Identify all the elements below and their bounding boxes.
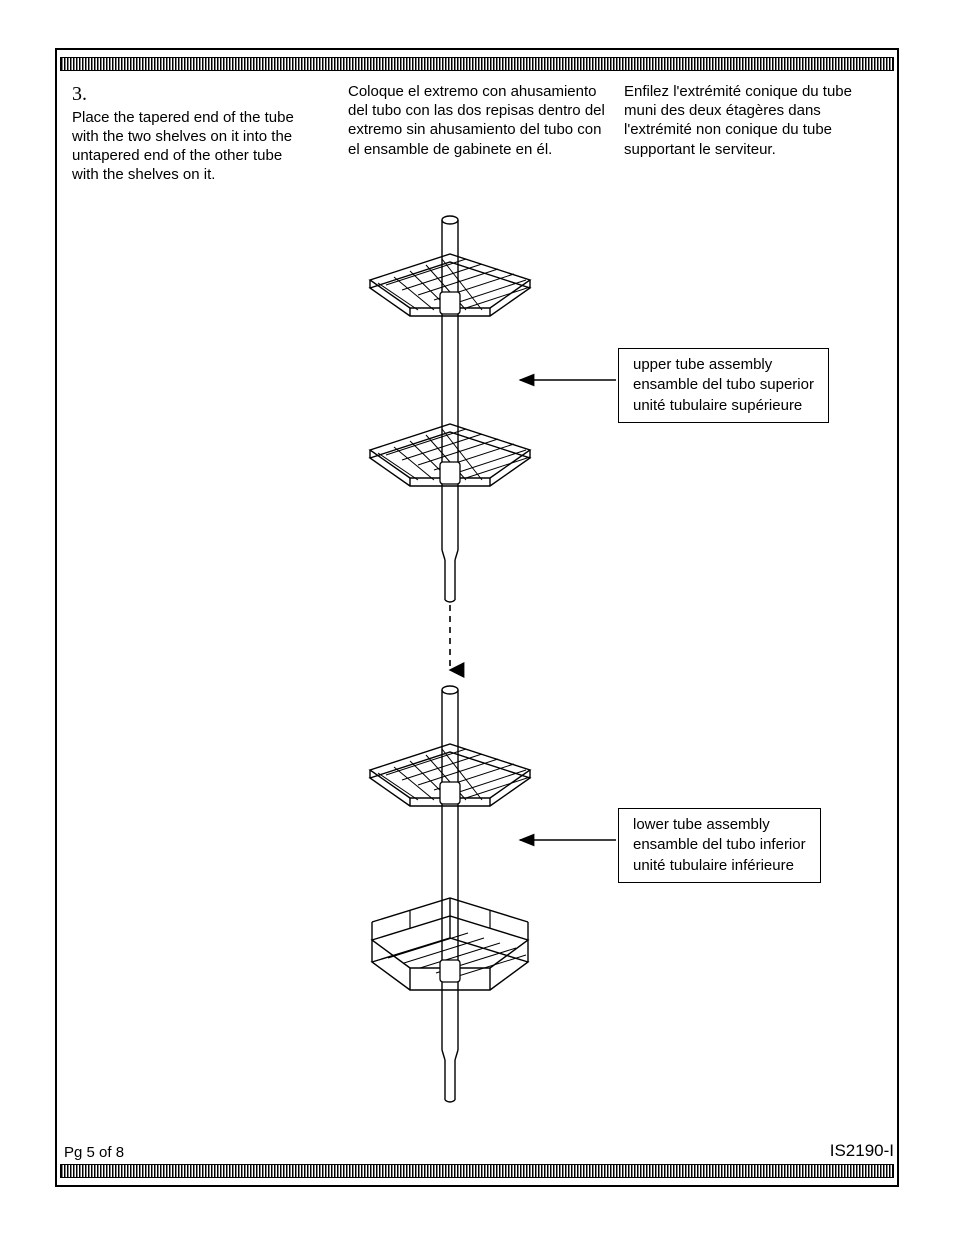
callout-lower-en: lower tube assembly <box>633 815 806 835</box>
instruction-text-es: Coloque el extremo con ahusamiento del t… <box>348 83 605 158</box>
callout-upper-fr: unité tubulaire supérieure <box>633 396 814 416</box>
instruction-english: 3. Place the tapered end of the tube wit… <box>72 82 330 184</box>
instruction-text-en: Place the tapered end of the tube with t… <box>72 108 308 185</box>
instruction-row: 3. Place the tapered end of the tube wit… <box>72 82 882 184</box>
hatch-border-top <box>60 57 894 71</box>
assembly-diagram: upper tube assembly ensamble del tubo su… <box>60 200 894 1145</box>
callout-upper-en: upper tube assembly <box>633 355 814 375</box>
page: 3. Place the tapered end of the tube wit… <box>0 0 954 1235</box>
instruction-spanish: Coloque el extremo con ahusamiento del t… <box>348 82 606 184</box>
diagram-svg <box>60 200 894 1145</box>
callout-lower-es: ensamble del tubo inferior <box>633 835 806 855</box>
callout-lower-fr: unité tubulaire inférieure <box>633 856 806 876</box>
page-number: Pg 5 of 8 <box>64 1144 124 1161</box>
instruction-text-fr: Enfilez l'extrémité conique du tube muni… <box>624 83 852 158</box>
instruction-french: Enfilez l'extrémité conique du tube muni… <box>624 82 882 184</box>
hatch-border-bottom <box>60 1164 894 1178</box>
callout-lower: lower tube assembly ensamble del tubo in… <box>618 808 821 883</box>
callout-upper: upper tube assembly ensamble del tubo su… <box>618 348 829 423</box>
callout-upper-es: ensamble del tubo superior <box>633 375 814 395</box>
step-number: 3. <box>72 82 90 108</box>
document-id: IS2190-I <box>830 1141 894 1161</box>
